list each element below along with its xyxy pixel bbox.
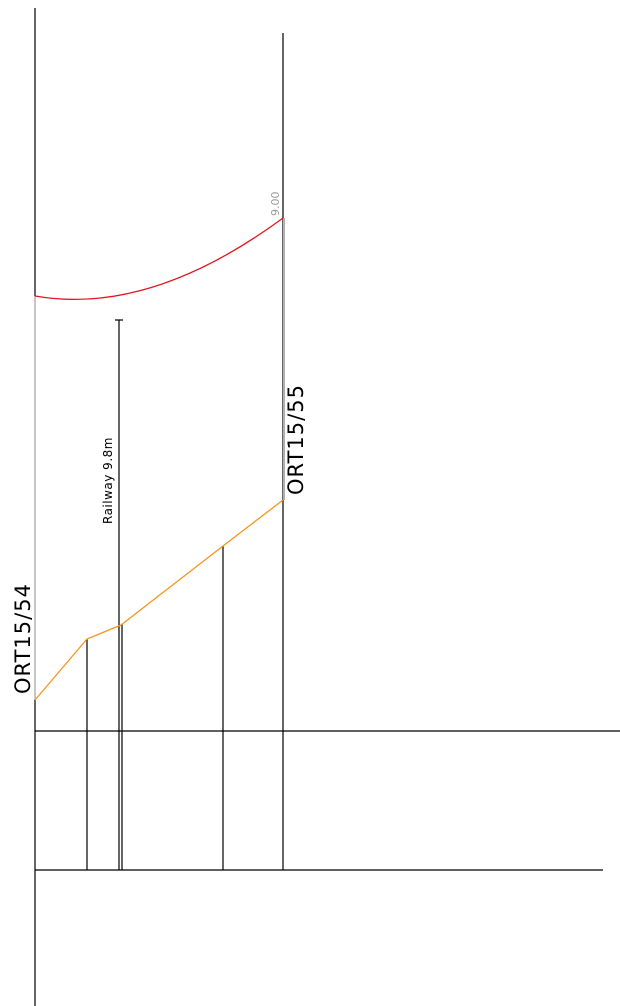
left-support-label: ORT15/54 xyxy=(11,583,35,694)
conductor-curve xyxy=(34,217,284,301)
ground-profile-line xyxy=(34,499,284,701)
right-support-label: ORT15/55 xyxy=(284,384,308,495)
railway-crossing-label: Railway 9.8m xyxy=(101,437,115,524)
clearance-value-label: 9.00 xyxy=(269,192,282,217)
